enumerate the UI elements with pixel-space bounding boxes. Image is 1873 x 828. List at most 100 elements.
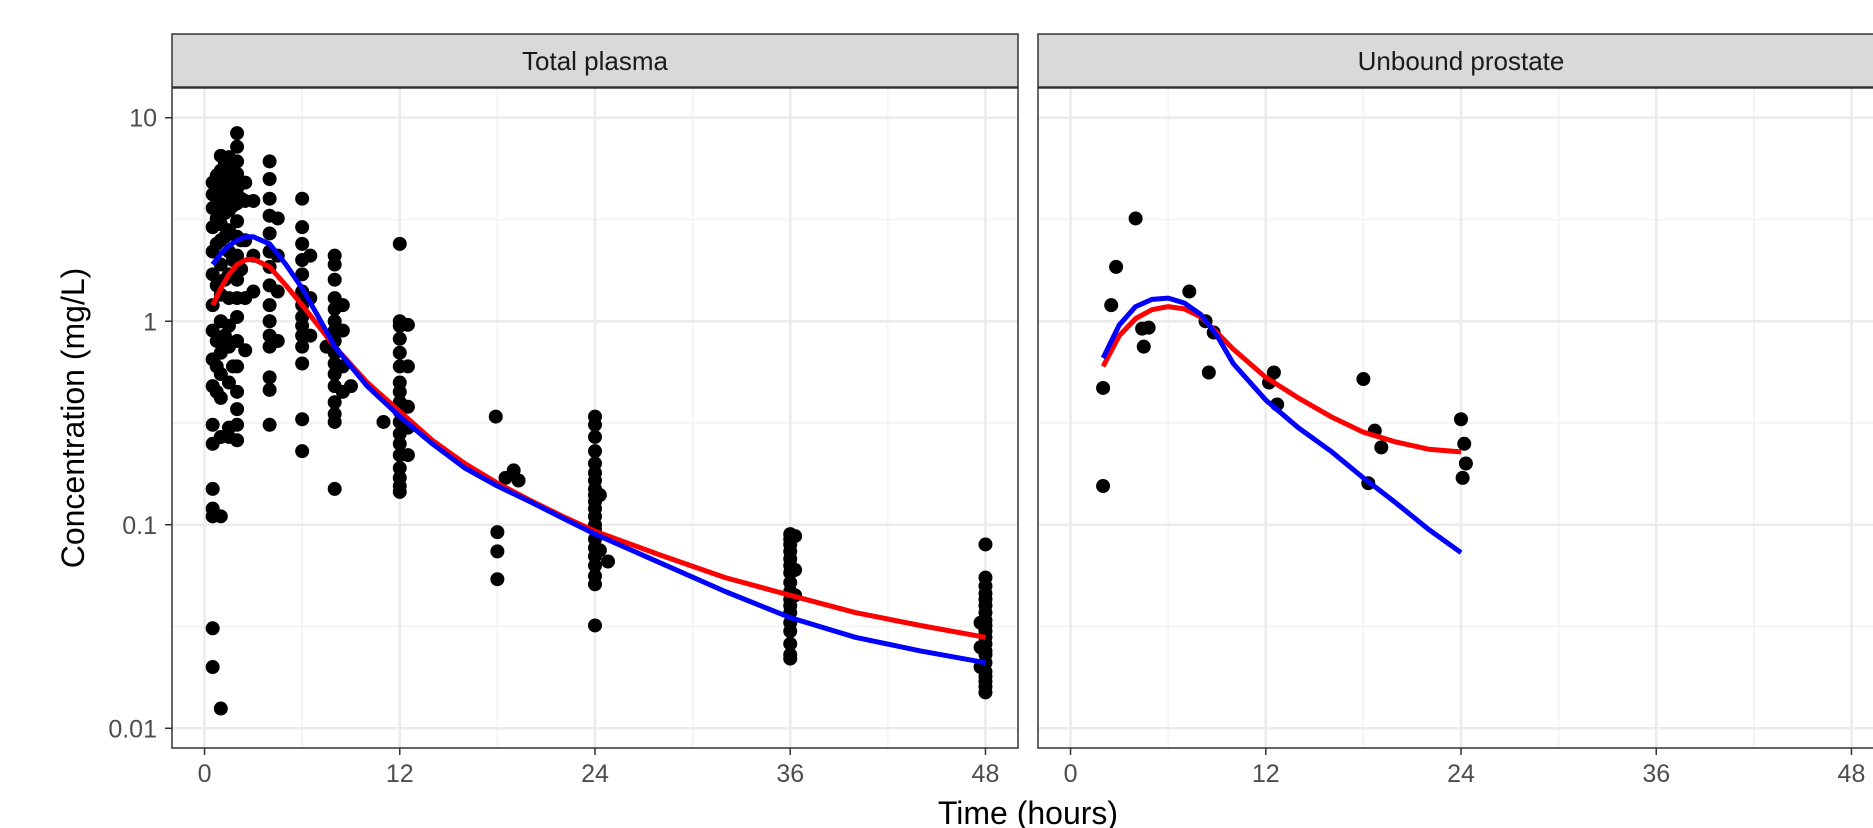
data-point bbox=[246, 193, 261, 208]
data-point bbox=[262, 226, 277, 241]
x-tick-label: 36 bbox=[1642, 760, 1670, 788]
data-point bbox=[270, 333, 285, 348]
data-point bbox=[230, 248, 245, 263]
data-point bbox=[1104, 298, 1119, 313]
strip-label: Unbound prostate bbox=[1358, 46, 1565, 76]
data-point bbox=[973, 640, 988, 655]
data-point bbox=[783, 651, 798, 666]
x-tick-label: 0 bbox=[1064, 760, 1078, 788]
data-point bbox=[230, 139, 245, 154]
data-point bbox=[238, 175, 253, 190]
strip-label: Total plasma bbox=[522, 46, 668, 76]
data-point bbox=[295, 356, 310, 371]
data-point bbox=[270, 211, 285, 226]
data-point bbox=[327, 257, 342, 272]
data-point bbox=[592, 543, 607, 558]
data-point bbox=[1266, 365, 1281, 380]
data-point bbox=[230, 166, 245, 181]
data-point bbox=[230, 126, 245, 141]
data-point bbox=[788, 562, 803, 577]
data-point bbox=[1455, 470, 1470, 485]
data-point bbox=[978, 685, 993, 700]
data-point bbox=[230, 214, 245, 229]
data-point bbox=[295, 339, 310, 354]
data-point bbox=[783, 636, 798, 651]
data-point bbox=[262, 382, 277, 397]
data-point bbox=[230, 402, 245, 417]
data-point bbox=[511, 473, 526, 488]
data-point bbox=[262, 370, 277, 385]
fitted-curves bbox=[1100, 295, 1463, 555]
strip-background bbox=[1037, 33, 1873, 88]
data-point bbox=[335, 298, 350, 313]
data-point bbox=[303, 328, 318, 343]
data-point bbox=[376, 414, 391, 429]
data-point bbox=[588, 577, 602, 592]
data-point bbox=[230, 359, 245, 374]
data-point bbox=[1201, 365, 1216, 380]
data-point bbox=[1182, 284, 1197, 299]
data-point bbox=[588, 618, 602, 633]
data-point bbox=[392, 331, 407, 346]
data-point bbox=[588, 444, 602, 459]
data-point bbox=[392, 461, 407, 476]
x-tick-label: 24 bbox=[581, 760, 609, 788]
data-point bbox=[978, 537, 993, 552]
y-axis-title: Concentration (mg/L) bbox=[55, 268, 91, 569]
x-tick-label: 36 bbox=[776, 760, 804, 788]
x-tick-label: 12 bbox=[386, 760, 414, 788]
data-point bbox=[303, 248, 318, 263]
blue-fit-curve bbox=[210, 234, 986, 666]
data-point bbox=[588, 429, 602, 444]
data-point bbox=[335, 323, 350, 338]
x-tick-label: 48 bbox=[1838, 760, 1866, 788]
data-point bbox=[221, 318, 236, 333]
x-axis-title: Time (hours) bbox=[938, 795, 1118, 828]
data-point bbox=[295, 191, 310, 206]
data-point bbox=[400, 317, 415, 332]
fitted-curves bbox=[210, 234, 986, 666]
gridlines bbox=[1038, 88, 1873, 748]
strip-background bbox=[171, 33, 1019, 88]
data-point bbox=[392, 345, 407, 360]
data-point bbox=[246, 284, 261, 299]
data-point bbox=[295, 412, 310, 427]
data-point bbox=[588, 558, 602, 573]
data-point bbox=[295, 267, 310, 282]
data-point bbox=[588, 417, 602, 432]
x-tick-label: 48 bbox=[972, 760, 1000, 788]
data-point bbox=[488, 409, 503, 424]
data-point bbox=[400, 448, 415, 463]
x-axis: 0 12 24 36 48 0 12 24 36 48 bbox=[198, 748, 1866, 788]
data-point bbox=[238, 343, 253, 358]
data-point bbox=[1141, 320, 1156, 335]
red-fit-curve bbox=[210, 256, 986, 640]
data-point bbox=[230, 433, 245, 448]
data-point bbox=[205, 417, 220, 432]
red-fit-curve bbox=[1100, 304, 1462, 455]
panel-unbound-prostate: Unbound prostate bbox=[1037, 33, 1873, 749]
data-point bbox=[788, 529, 803, 544]
data-point bbox=[270, 284, 285, 299]
data-point bbox=[601, 554, 616, 569]
data-point bbox=[490, 572, 505, 587]
y-tick-label: 10 bbox=[129, 105, 157, 133]
data-point bbox=[1458, 456, 1473, 471]
data-point bbox=[490, 525, 505, 540]
y-tick-label: 0.01 bbox=[108, 715, 157, 743]
data-point bbox=[262, 417, 277, 432]
data-point bbox=[230, 309, 245, 324]
x-tick-label: 12 bbox=[1252, 760, 1280, 788]
data-point bbox=[230, 417, 245, 432]
data-point bbox=[392, 384, 407, 399]
data-point bbox=[327, 414, 342, 429]
data-point bbox=[327, 395, 342, 410]
data-point bbox=[327, 481, 342, 496]
data-point bbox=[262, 191, 277, 206]
data-point bbox=[213, 701, 228, 716]
panel-total-plasma: Total plasma bbox=[171, 33, 1019, 749]
data-point bbox=[230, 384, 245, 399]
y-tick-label: 1 bbox=[143, 308, 157, 336]
data-point bbox=[783, 624, 798, 639]
